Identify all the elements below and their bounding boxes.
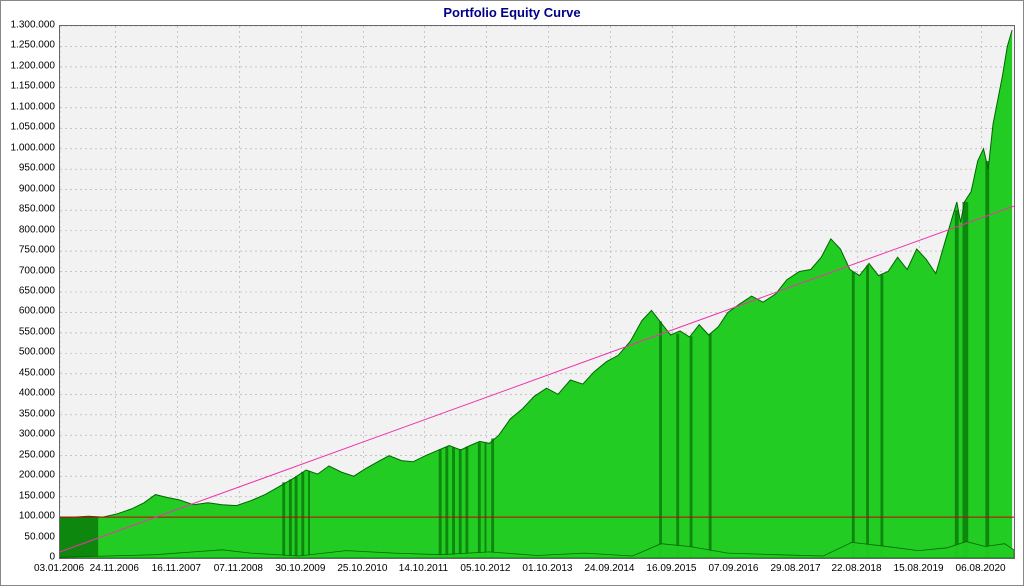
dark-bar xyxy=(478,443,481,558)
dark-bar xyxy=(866,265,869,558)
x-tick-label: 24.11.2006 xyxy=(90,563,139,574)
dark-bar xyxy=(852,272,855,558)
y-tick-label: 1.100.000 xyxy=(3,101,55,112)
dark-bar xyxy=(955,210,959,558)
y-tick-label: 100.000 xyxy=(3,511,55,522)
y-tick-label: 650.000 xyxy=(3,286,55,297)
y-tick-label: 200.000 xyxy=(3,470,55,481)
dark-bar xyxy=(690,336,693,558)
dark-bar xyxy=(439,449,442,558)
dark-bar xyxy=(880,275,883,558)
x-tick-label: 15.08.2019 xyxy=(894,563,944,574)
y-tick-label: 1.050.000 xyxy=(3,122,55,133)
x-tick-label: 22.08.2018 xyxy=(832,563,882,574)
x-tick-label: 07.09.2016 xyxy=(708,563,758,574)
y-tick-label: 400.000 xyxy=(3,388,55,399)
dark-bar xyxy=(659,321,662,558)
y-tick-label: 300.000 xyxy=(3,429,55,440)
equity-area xyxy=(60,30,1012,558)
dark-bar xyxy=(289,479,292,558)
plot-area xyxy=(59,25,1015,559)
x-tick-label: 30.10.2009 xyxy=(275,563,325,574)
dark-bar xyxy=(709,334,712,558)
dark-bar xyxy=(985,161,989,558)
x-tick-label: 14.10.2011 xyxy=(399,563,448,574)
y-tick-label: 800.000 xyxy=(3,224,55,235)
dark-bar xyxy=(282,482,285,558)
dark-bar xyxy=(301,472,304,558)
dark-bar xyxy=(452,448,455,558)
y-tick-label: 700.000 xyxy=(3,265,55,276)
dark-bar xyxy=(445,447,448,558)
x-tick-label: 16.11.2007 xyxy=(152,563,201,574)
equity-chart-container: Portfolio Equity Curve 0 50.000 100.000 150… xyxy=(0,0,1024,586)
dark-bar xyxy=(308,471,310,558)
y-tick-label: 750.000 xyxy=(3,245,55,256)
y-tick-label: 350.000 xyxy=(3,408,55,419)
y-tick-label: 150.000 xyxy=(3,490,55,501)
y-tick-label: 450.000 xyxy=(3,367,55,378)
y-tick-label: 850.000 xyxy=(3,204,55,215)
x-tick-label: 25.10.2010 xyxy=(337,563,387,574)
x-tick-label: 29.08.2017 xyxy=(770,563,820,574)
y-tick-label: 600.000 xyxy=(3,306,55,317)
y-tick-label: 50.000 xyxy=(3,531,55,542)
chart-title: Portfolio Equity Curve xyxy=(1,1,1023,22)
dark-bar xyxy=(676,334,679,558)
x-tick-label: 07.11.2008 xyxy=(214,563,263,574)
x-tick-label: 01.10.2013 xyxy=(522,563,572,574)
y-tick-label: 1.000.000 xyxy=(3,142,55,153)
dark-bar xyxy=(459,449,462,558)
dark-bar xyxy=(60,517,98,558)
y-tick-label: 1.150.000 xyxy=(3,81,55,92)
y-tick-label: 500.000 xyxy=(3,347,55,358)
y-tick-label: 550.000 xyxy=(3,326,55,337)
y-tick-label: 1.200.000 xyxy=(3,60,55,71)
chart-svg xyxy=(60,26,1014,558)
y-tick-label: 0 xyxy=(3,552,55,563)
dark-bar xyxy=(962,202,968,558)
dark-bar xyxy=(485,443,487,558)
y-tick-label: 1.300.000 xyxy=(3,20,55,31)
x-tick-label: 05.10.2012 xyxy=(460,563,510,574)
y-tick-label: 1.250.000 xyxy=(3,40,55,51)
x-tick-label: 03.01.2006 xyxy=(34,563,84,574)
x-tick-label: 24.09.2014 xyxy=(584,563,634,574)
dark-bar xyxy=(491,439,494,558)
y-tick-label: 950.000 xyxy=(3,163,55,174)
dark-bar xyxy=(465,447,468,558)
y-tick-label: 900.000 xyxy=(3,183,55,194)
x-tick-label: 16.09.2015 xyxy=(646,563,696,574)
y-tick-label: 250.000 xyxy=(3,449,55,460)
x-tick-label: 06.08.2020 xyxy=(956,563,1006,574)
